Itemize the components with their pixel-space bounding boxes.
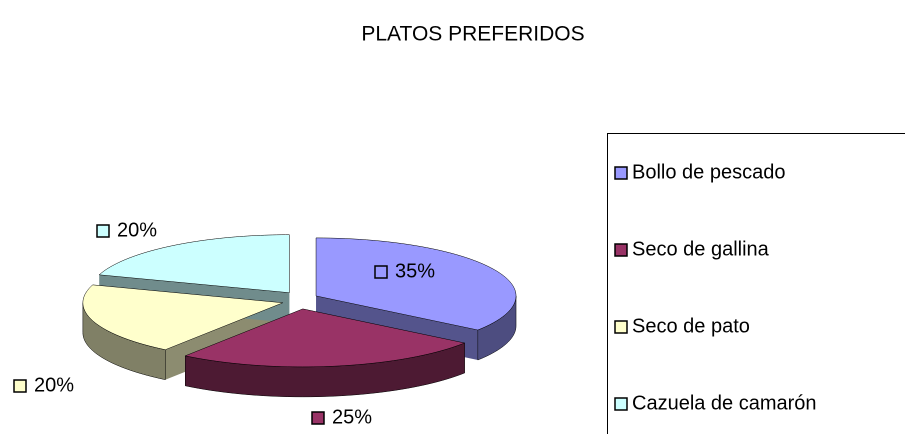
legend-marker xyxy=(614,243,628,257)
legend-marker xyxy=(614,320,628,334)
chart-title: PLATOS PREFERIDOS xyxy=(361,23,584,46)
data-label-marker xyxy=(311,411,325,425)
slice-tops xyxy=(82,234,517,368)
data-label: 35% xyxy=(395,260,435,282)
pie-slice xyxy=(82,284,283,350)
legend-label: Seco de gallina xyxy=(632,238,770,260)
legend-label: Seco de pato xyxy=(632,315,750,337)
data-label-marker xyxy=(13,379,27,393)
legend-marker xyxy=(614,166,628,180)
data-label-marker xyxy=(374,265,388,279)
data-label-marker xyxy=(96,224,110,238)
data-label: 25% xyxy=(332,406,372,428)
legend-box xyxy=(607,133,905,434)
data-label: 20% xyxy=(117,219,157,241)
legend-marker xyxy=(614,397,628,411)
data-label: 20% xyxy=(34,374,74,396)
pie-slice xyxy=(315,237,517,331)
pie-slice xyxy=(184,308,466,368)
pie-slice xyxy=(98,234,290,293)
legend-label: Cazuela de camarón xyxy=(632,392,817,414)
legend-label: Bollo de pescado xyxy=(632,161,785,183)
